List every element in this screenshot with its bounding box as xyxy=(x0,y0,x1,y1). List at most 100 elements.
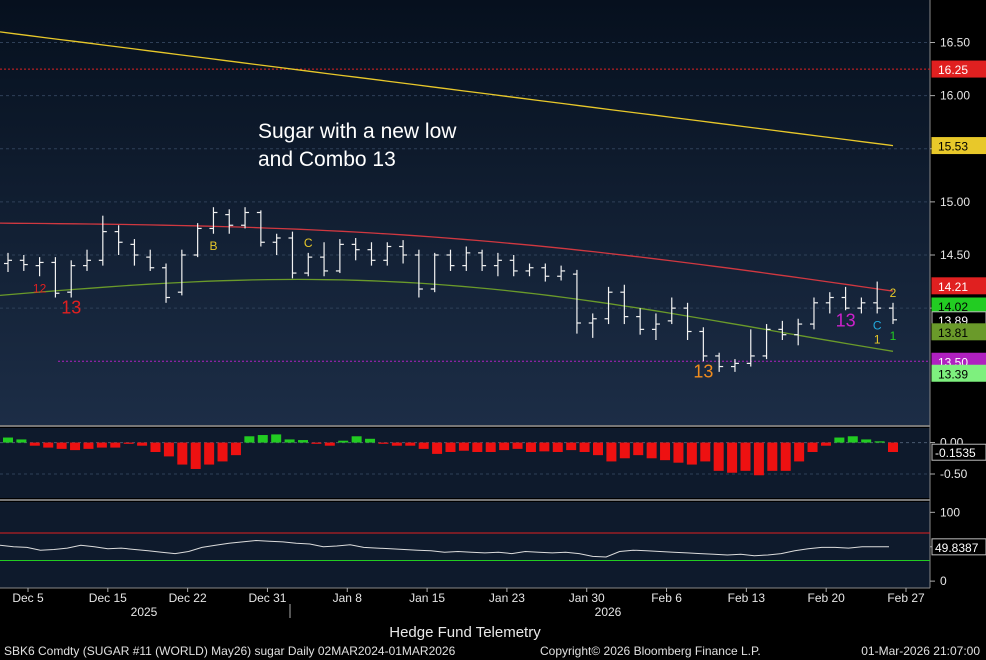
ohlc-bar xyxy=(83,249,92,271)
momentum-bar xyxy=(660,442,671,461)
momentum-value-tag: -0.1535 xyxy=(931,443,986,461)
ohlc-bar xyxy=(825,292,834,314)
ohlc-bar xyxy=(667,297,676,325)
timestamp: 01-Mar-2026 21:07:00 xyxy=(861,644,980,658)
ohlc-bar xyxy=(873,281,882,314)
momentum-bar xyxy=(767,442,778,471)
momentum-bar xyxy=(472,442,483,452)
momentum-bar xyxy=(204,442,215,465)
x-axis-label: Dec 22 xyxy=(169,591,207,605)
ohlc-bar xyxy=(541,263,550,282)
chart-annotation: Sugar with a new low and Combo 13 xyxy=(258,118,456,174)
ohlc-bar xyxy=(462,246,471,271)
ohlc-bar xyxy=(98,215,107,266)
ohlc-bar xyxy=(620,284,629,325)
ohlc-bar xyxy=(588,313,597,338)
ohlc-bar xyxy=(67,260,76,298)
momentum-bar xyxy=(861,439,872,443)
momentum-bar xyxy=(351,436,362,443)
annotation-line-2: and Combo 13 xyxy=(258,148,396,171)
momentum-bar xyxy=(338,440,349,443)
momentum-bar xyxy=(298,440,308,443)
price-panel-bg xyxy=(0,0,930,425)
momentum-bar xyxy=(16,439,27,443)
ohlc-bar xyxy=(193,223,202,258)
momentum-tag-label: -0.1535 xyxy=(935,446,976,460)
x-axis-label: Feb 27 xyxy=(887,591,925,605)
momentum-bar xyxy=(525,442,536,452)
setup-marker: C xyxy=(304,236,313,250)
price-tag-label: 16.25 xyxy=(938,63,968,77)
ohlc-bar xyxy=(525,263,534,277)
price-tag-label: 14.21 xyxy=(938,280,968,294)
momentum-bar xyxy=(29,442,40,446)
x-axis-label: Feb 6 xyxy=(651,591,682,605)
price-tag-label: 15.53 xyxy=(938,140,968,154)
ohlc-bar xyxy=(857,297,866,314)
momentum-bar xyxy=(888,442,898,452)
price-tag-label: 13.39 xyxy=(938,367,968,381)
momentum-bar xyxy=(539,442,550,452)
rsi-line xyxy=(0,539,890,558)
price-tag-bg xyxy=(931,364,986,382)
x-axis-year-label: 2025 xyxy=(131,605,158,619)
momentum-bar xyxy=(686,442,697,465)
ohlc-bar xyxy=(335,239,344,274)
momentum-bar xyxy=(110,442,121,448)
momentum-bar xyxy=(418,442,429,449)
momentum-bar xyxy=(458,442,469,451)
ohlc-bar xyxy=(19,255,28,271)
ohlc-bar xyxy=(351,238,360,261)
x-axis-label: Dec 31 xyxy=(248,591,286,605)
ohlc-bar xyxy=(130,239,139,266)
ohlc-bar xyxy=(367,242,376,266)
momentum-bar xyxy=(70,442,81,451)
momentum-bar xyxy=(700,442,711,462)
momentum-bar xyxy=(96,442,107,448)
ohlc-bar xyxy=(557,265,566,281)
annotation-line-1: Sugar with a new low xyxy=(258,120,457,143)
momentum-bar xyxy=(271,434,282,443)
price-tag-label: 13.81 xyxy=(938,326,968,340)
rsi-value-tag: 49.8387 xyxy=(931,538,986,556)
setup-marker: 13 xyxy=(61,298,81,318)
ohlc-bar xyxy=(35,257,44,277)
ohlc-bar xyxy=(778,320,787,340)
ohlc-bar xyxy=(446,249,455,271)
ohlc-bar xyxy=(493,252,502,277)
ohlc-bar xyxy=(715,352,724,372)
momentum-bar xyxy=(633,442,644,456)
momentum-bar xyxy=(807,442,818,452)
ohlc-bar xyxy=(209,207,218,234)
x-axis-label: Feb 20 xyxy=(808,591,846,605)
x-axis-label: Jan 30 xyxy=(569,591,605,605)
momentum-bar xyxy=(56,442,67,449)
momentum-bar xyxy=(257,435,268,443)
momentum-bar xyxy=(177,442,188,465)
momentum-bar xyxy=(794,442,805,462)
x-axis-bg xyxy=(0,589,930,620)
momentum-bar xyxy=(619,442,630,459)
momentum-bar xyxy=(284,439,295,443)
setup-marker: 2 xyxy=(890,286,897,300)
ohlc-bar xyxy=(225,209,234,234)
ohlc-bar xyxy=(162,263,171,303)
x-axis-label: Feb 13 xyxy=(728,591,766,605)
momentum-bar xyxy=(847,436,858,443)
ohlc-bar xyxy=(604,286,613,325)
rsi-tag-label: 49.8387 xyxy=(935,541,979,555)
rsi-axis-label: 0 xyxy=(940,574,947,588)
ohlc-bar xyxy=(288,231,297,279)
ohlc-bar xyxy=(430,252,439,293)
price-tag: 13.81 xyxy=(931,323,986,341)
ohlc-bar xyxy=(51,257,60,298)
momentum-bar xyxy=(3,437,13,443)
ohlc-bar xyxy=(809,297,818,330)
moving-average-line xyxy=(0,222,894,292)
ohlc-bar xyxy=(699,327,708,362)
setup-marker: C xyxy=(873,318,882,332)
momentum-bar xyxy=(244,436,255,443)
price-axis-label: 16.50 xyxy=(940,36,970,50)
momentum-bar xyxy=(378,442,389,444)
